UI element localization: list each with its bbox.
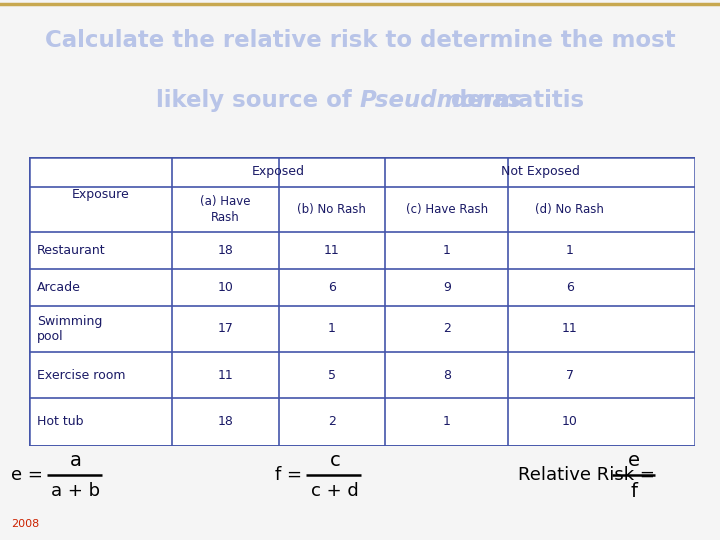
Text: Restaurant: Restaurant bbox=[37, 244, 105, 256]
Text: 1: 1 bbox=[443, 415, 451, 428]
Text: (c) Have Rash: (c) Have Rash bbox=[405, 203, 487, 216]
Text: 11: 11 bbox=[562, 322, 577, 335]
Text: Hot tub: Hot tub bbox=[37, 415, 84, 428]
Text: (d) No Rash: (d) No Rash bbox=[536, 203, 604, 216]
Text: 9: 9 bbox=[443, 281, 451, 294]
Text: 8: 8 bbox=[443, 368, 451, 381]
Text: f: f bbox=[630, 482, 637, 501]
Text: 2: 2 bbox=[328, 415, 336, 428]
Text: (b) No Rash: (b) No Rash bbox=[297, 203, 366, 216]
Text: 6: 6 bbox=[566, 281, 574, 294]
Text: likely source of: likely source of bbox=[156, 89, 360, 112]
Text: e: e bbox=[628, 451, 639, 470]
Text: 5: 5 bbox=[328, 368, 336, 381]
Text: 1: 1 bbox=[328, 322, 336, 335]
Text: Relative Risk =: Relative Risk = bbox=[518, 467, 655, 484]
Text: 17: 17 bbox=[217, 322, 233, 335]
Text: c: c bbox=[330, 451, 340, 470]
Text: Not Exposed: Not Exposed bbox=[500, 165, 580, 178]
Text: Pseudmonas: Pseudmonas bbox=[360, 89, 523, 112]
Text: 11: 11 bbox=[217, 368, 233, 381]
Text: a + b: a + b bbox=[51, 482, 100, 500]
Text: Exercise room: Exercise room bbox=[37, 368, 125, 381]
Text: e =: e = bbox=[12, 467, 43, 484]
Text: Exposure: Exposure bbox=[71, 188, 130, 201]
Text: dermatitis: dermatitis bbox=[443, 89, 584, 112]
Text: 18: 18 bbox=[217, 244, 233, 256]
Text: 2: 2 bbox=[443, 322, 451, 335]
Text: c + d: c + d bbox=[311, 482, 359, 500]
Text: 7: 7 bbox=[566, 368, 574, 381]
Text: 1: 1 bbox=[443, 244, 451, 256]
Text: 10: 10 bbox=[217, 281, 233, 294]
Text: 18: 18 bbox=[217, 415, 233, 428]
Text: 6: 6 bbox=[328, 281, 336, 294]
Text: 10: 10 bbox=[562, 415, 578, 428]
Text: Swimming
pool: Swimming pool bbox=[37, 315, 102, 343]
Text: (a) Have
Rash: (a) Have Rash bbox=[200, 195, 251, 224]
Text: a: a bbox=[70, 451, 81, 470]
Text: 11: 11 bbox=[324, 244, 340, 256]
Text: f =: f = bbox=[276, 467, 302, 484]
Text: Exposed: Exposed bbox=[252, 165, 305, 178]
Text: Calculate the relative risk to determine the most: Calculate the relative risk to determine… bbox=[45, 29, 675, 51]
Text: 1: 1 bbox=[566, 244, 574, 256]
Text: Arcade: Arcade bbox=[37, 281, 81, 294]
Text: 2008: 2008 bbox=[11, 519, 39, 529]
